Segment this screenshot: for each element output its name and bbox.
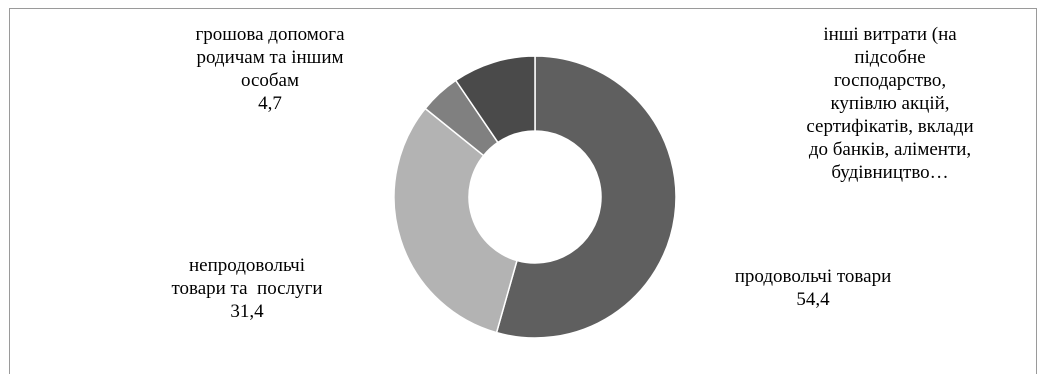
donut-chart bbox=[393, 55, 677, 339]
label-nonfood-line-1: непродовольчі bbox=[188, 255, 305, 276]
label-other-line-2: підсобне bbox=[854, 47, 926, 68]
slice-other bbox=[454, 55, 536, 144]
label-food-line: продовольчі товари bbox=[734, 266, 892, 287]
label-other-line-1: інші витрати (на bbox=[823, 24, 957, 45]
label-nonfood: непродовольчі товари та послуги 31,4 bbox=[142, 254, 352, 323]
chart-frame: продовольчі товари 54,4 непродовольчі то… bbox=[9, 8, 1037, 374]
label-food: продовольчі товари 54,4 bbox=[693, 265, 933, 311]
label-nonfood-line-2: товари та послуги bbox=[171, 278, 323, 299]
label-aid-line-3: особам bbox=[240, 70, 300, 91]
label-other: інші витрати (на підсобне господарство, … bbox=[770, 23, 1010, 184]
label-nonfood-value: 31,4 bbox=[230, 301, 264, 322]
label-aid-value: 4,7 bbox=[258, 93, 282, 114]
label-other-line-6: до банків, аліменти, bbox=[808, 139, 972, 160]
label-aid-line-1: грошова допомога bbox=[195, 24, 345, 45]
label-other-line-3: господарство, bbox=[833, 70, 947, 91]
label-other-line-5: сертифікатів, вклади bbox=[806, 116, 974, 137]
slice-food bbox=[495, 55, 677, 339]
label-food-value: 54,4 bbox=[796, 289, 830, 310]
label-aid-line-2: родичам та іншим bbox=[196, 47, 344, 68]
label-other-line-4: купівлю акцій, bbox=[830, 93, 950, 114]
label-aid: грошова допомога родичам та іншим особам… bbox=[170, 23, 370, 115]
label-other-line-7: будівництво… bbox=[831, 162, 949, 183]
slice-nonfood bbox=[393, 107, 518, 334]
